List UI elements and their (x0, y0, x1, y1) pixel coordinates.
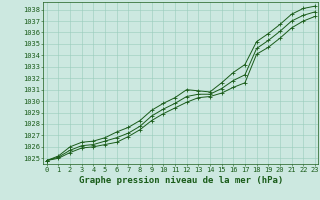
X-axis label: Graphe pression niveau de la mer (hPa): Graphe pression niveau de la mer (hPa) (79, 176, 283, 185)
